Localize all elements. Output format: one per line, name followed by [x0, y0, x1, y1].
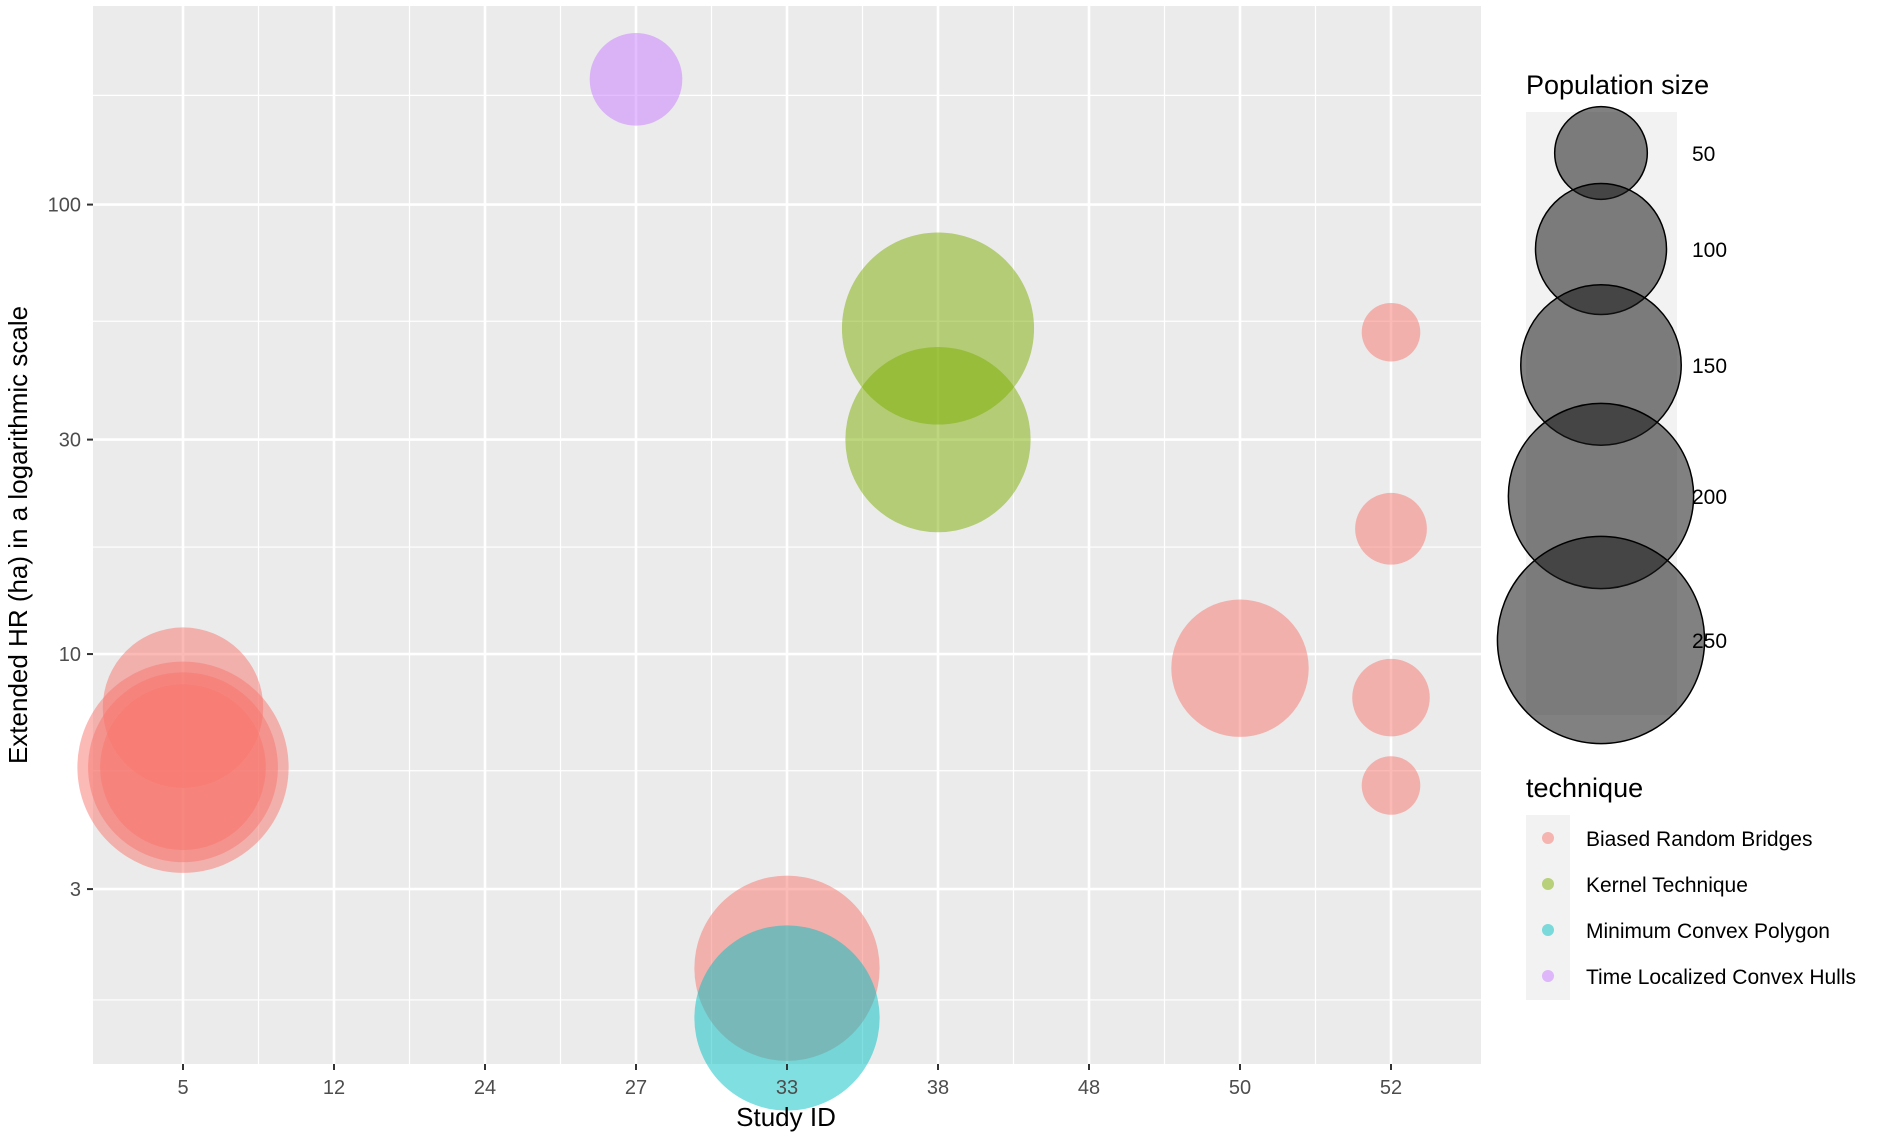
color-legend: technique Biased Random Bridges Kernel Te… — [1526, 773, 1856, 1000]
x-tick-label: 12 — [323, 1077, 345, 1099]
color-legend-key-background — [1526, 815, 1570, 1000]
data-point — [1361, 302, 1421, 362]
y-tick-label: 100 — [48, 195, 81, 217]
data-points — [77, 32, 1430, 1111]
y-tick-label: 3 — [70, 879, 81, 901]
color-legend-title: technique — [1526, 773, 1643, 803]
color-legend-key — [1542, 970, 1554, 982]
color-legend-key — [1542, 832, 1554, 844]
axis-ticks — [87, 203, 1392, 1070]
x-tick-label: 38 — [927, 1077, 949, 1099]
size-legend-label: 50 — [1692, 143, 1715, 166]
x-tick-label: 50 — [1229, 1077, 1251, 1099]
y-axis-title: Extended HR (ha) in a logarithmic scale — [3, 306, 33, 764]
size-legend-label: 100 — [1692, 239, 1727, 262]
x-tick-label: 24 — [474, 1077, 496, 1099]
x-tick-labels: 5 12 24 27 33 38 48 50 52 — [177, 1077, 1402, 1099]
size-legend-title: Population size — [1526, 70, 1709, 100]
color-legend-label: Time Localized Convex Hulls — [1586, 966, 1856, 989]
y-tick-labels: 3 10 30 100 — [48, 195, 81, 901]
data-point — [1361, 756, 1421, 815]
size-legend-label: 150 — [1692, 355, 1727, 378]
x-tick-label: 52 — [1380, 1077, 1402, 1099]
y-tick-label: 10 — [59, 644, 81, 666]
x-tick-label: 33 — [776, 1077, 798, 1099]
x-axis-title: Study ID — [736, 1102, 836, 1132]
size-legend-key — [1496, 535, 1706, 745]
data-point — [589, 32, 683, 126]
color-legend-label: Kernel Technique — [1586, 874, 1748, 897]
size-legend-label: 250 — [1692, 630, 1727, 653]
color-legend-key — [1542, 878, 1554, 890]
x-tick-label: 27 — [625, 1077, 647, 1099]
size-legend: Population size 50 100 150 200 250 — [1496, 70, 1727, 745]
color-legend-key — [1542, 924, 1554, 936]
data-point — [1352, 658, 1430, 737]
data-point — [100, 684, 266, 851]
data-point — [694, 925, 880, 1111]
color-legend-label: Minimum Convex Polygon — [1586, 920, 1830, 943]
data-point — [845, 346, 1031, 533]
x-tick-label: 48 — [1078, 1077, 1100, 1099]
color-legend-label: Biased Random Bridges — [1586, 828, 1812, 851]
y-tick-label: 30 — [59, 430, 81, 452]
data-point — [1355, 492, 1427, 565]
data-point — [1171, 599, 1309, 737]
x-tick-label: 5 — [177, 1077, 188, 1099]
size-legend-label: 200 — [1692, 486, 1727, 509]
